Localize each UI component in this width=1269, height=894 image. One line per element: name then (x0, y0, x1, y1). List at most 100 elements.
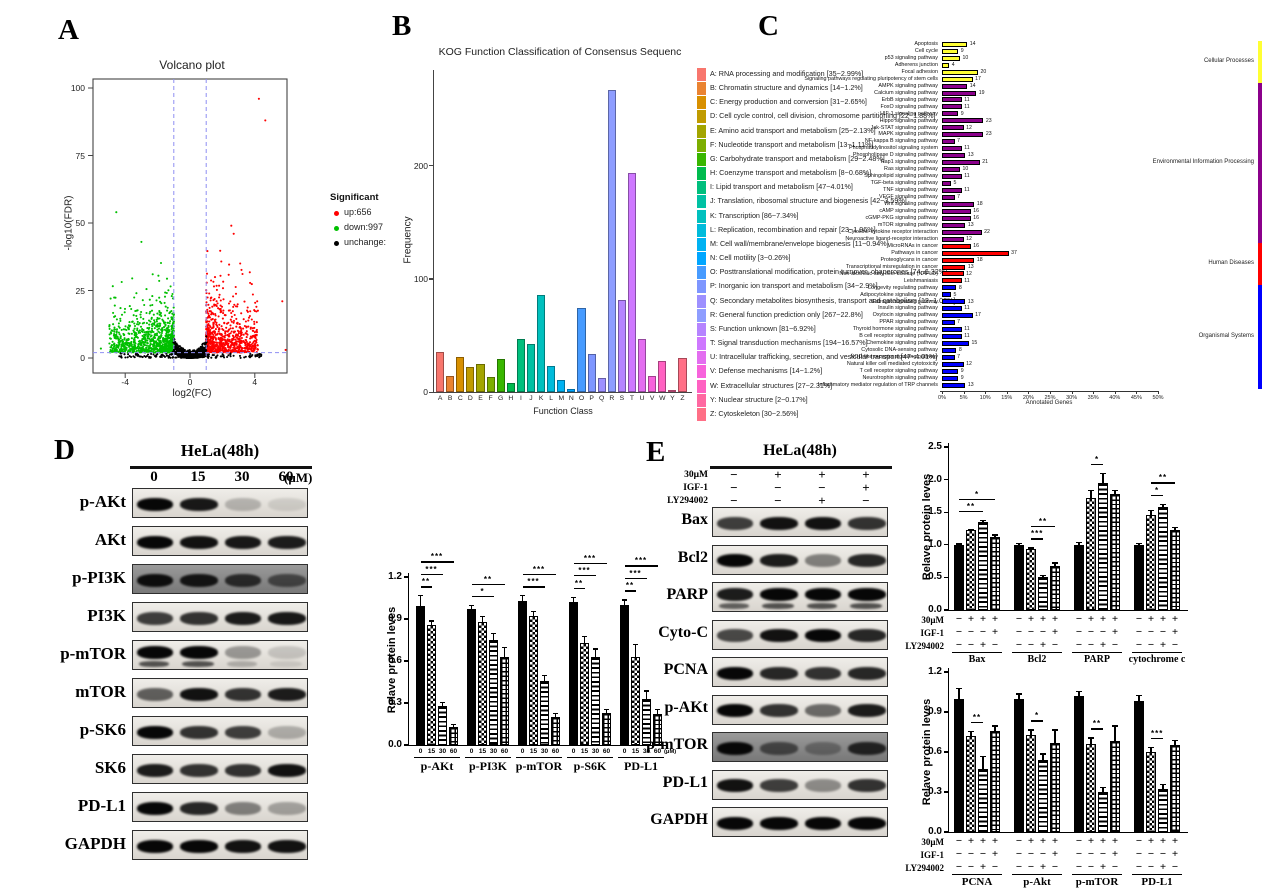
e-top-chart-error-cap (1088, 490, 1094, 492)
volcano-title: Volcano plot (159, 58, 225, 72)
e-condition-mark: − (774, 493, 782, 508)
e-blot-Cyto-C (712, 619, 888, 650)
kegg-row-label: Rap1 signaling pathway (880, 159, 938, 166)
kegg-row-label: TGF-beta signaling pathway (870, 180, 938, 187)
e-top-chart-cond-mark: + (1099, 613, 1107, 625)
d-chart-bar (602, 712, 611, 745)
kegg-bar-value: 19 (978, 89, 985, 96)
blot-band-secondary (850, 603, 882, 609)
d-chart-error-cap (501, 647, 508, 649)
d-chart-error-bar (419, 595, 422, 607)
volcano-x-tick: 4 (252, 377, 258, 387)
blot-band-secondary (719, 603, 749, 609)
e-bottom-chart-error-bar (1174, 740, 1176, 746)
e-blot-Bcl2 (712, 544, 888, 575)
e-bottom-chart-error-bar (1018, 693, 1020, 699)
d-chart-sig-stars: ** (421, 577, 431, 587)
kegg-x-tick-mark (1158, 391, 1159, 394)
e-top-chart-error-cap (1148, 509, 1154, 511)
d-chart-error-bar (594, 648, 597, 657)
e-bottom-chart-x-axis (948, 832, 1188, 834)
kegg-bar (942, 313, 973, 319)
kegg-category-strip (1258, 242, 1262, 285)
kog-legend-entry: R: General function prediction only [267… (710, 309, 863, 319)
d-chart-sig-stars: *** (527, 577, 540, 587)
kog-legend-swatch (697, 237, 706, 251)
e-bottom-chart-cond-mark: − (1147, 848, 1155, 860)
blot-band (717, 588, 753, 601)
d-chart-error-bar (623, 599, 626, 605)
d-chart-x-dose: 60 (449, 748, 458, 755)
kegg-row-label: Hippo signaling pathway (879, 117, 938, 124)
blot-band (137, 687, 173, 701)
e-bottom-chart-error-cap (992, 725, 998, 727)
e-condition-mark: + (818, 467, 826, 482)
kegg-bar (942, 306, 962, 312)
d-chart-error-bar (572, 596, 575, 603)
kegg-bar-value: 8 (958, 347, 962, 354)
kog-x-tick: O (578, 395, 585, 402)
e-bottom-chart-sig-line (1091, 728, 1103, 730)
e-target-label: PD-L1 (662, 773, 708, 791)
kegg-row-label: cGMP-PKG signaling pathway (865, 215, 938, 221)
kog-bar-N (567, 388, 576, 392)
e-top-chart-error-bar (1054, 562, 1056, 566)
e-bottom-chart-bar (1110, 741, 1120, 832)
e-top-chart-bar (1158, 506, 1168, 610)
kegg-bar (942, 90, 977, 96)
kegg-row-label: Calcium signaling pathway (874, 89, 938, 96)
e-top-chart-error-bar (1162, 503, 1164, 507)
kog-bar-Q (597, 378, 606, 392)
blot-band (268, 497, 306, 511)
e-bottom-chart-group-line (1072, 874, 1122, 876)
blot-band (760, 554, 798, 567)
e-top-chart-sig-stars: * (1154, 485, 1160, 495)
d-target-label: p-PI3K (72, 568, 126, 587)
kegg-bar (942, 229, 982, 235)
blot-band-secondary (227, 661, 257, 667)
kegg-bar-value: 7 (957, 319, 960, 326)
kegg-bar (942, 375, 959, 381)
kegg-bar-value: 23 (985, 117, 992, 124)
kegg-bar (942, 320, 955, 326)
d-blot-PI3K (132, 602, 308, 632)
kegg-x-tick-mark (1136, 391, 1138, 394)
e-condition-label: LY294002 (667, 496, 708, 506)
kog-legend-swatch (697, 322, 706, 336)
volcano-y-tick: 100 (70, 83, 85, 93)
blot-band (225, 839, 261, 853)
d-chart-x-dose: 15 (631, 748, 640, 755)
e-top-chart-bar (1170, 530, 1180, 610)
kog-legend-swatch (697, 195, 706, 209)
d-chart-error-cap (603, 708, 610, 710)
e-bottom-chart-cond-mark: − (955, 835, 963, 847)
e-bottom-chart-error-bar (1030, 729, 1032, 735)
kog-bar-W (658, 361, 667, 392)
e-bottom-chart-cond-mark: + (979, 835, 987, 847)
blot-band (717, 666, 753, 680)
e-top-chart-error-bar (1090, 490, 1092, 498)
kegg-category-label: Human Diseases (1208, 259, 1254, 266)
d-chart-error-bar (605, 708, 608, 713)
kegg-x-tick-mark (1050, 391, 1051, 394)
e-bottom-chart-error-bar (982, 756, 984, 770)
e-top-chart-cond-mark: − (979, 626, 987, 638)
d-chart-error-cap (479, 616, 486, 618)
e-bottom-chart-cond-mark: − (991, 861, 999, 873)
e-bottom-chart-y-tick-mark (944, 751, 948, 753)
e-condition-mark: − (730, 467, 738, 482)
d-chart-sig-stars: *** (425, 564, 438, 574)
blot-band (760, 816, 798, 830)
kegg-bar-value: 12 (966, 270, 972, 277)
e-bottom-chart-cond-mark: + (1099, 861, 1107, 873)
e-top-chart-y-tick: 2.5 (928, 441, 942, 452)
e-bottom-chart-error-bar (1054, 729, 1056, 743)
e-top-chart-cond-mark: − (1135, 626, 1143, 638)
e-condition-mark: + (774, 467, 782, 482)
kegg-bar (942, 236, 964, 242)
volcano-legend-swatch (334, 211, 339, 216)
kog-bar-Z (678, 358, 687, 392)
e-bottom-chart-y-tick: 0.6 (928, 746, 942, 758)
kog-legend-swatch (697, 152, 706, 166)
e-top-chart-cond-mark: − (1051, 639, 1059, 651)
